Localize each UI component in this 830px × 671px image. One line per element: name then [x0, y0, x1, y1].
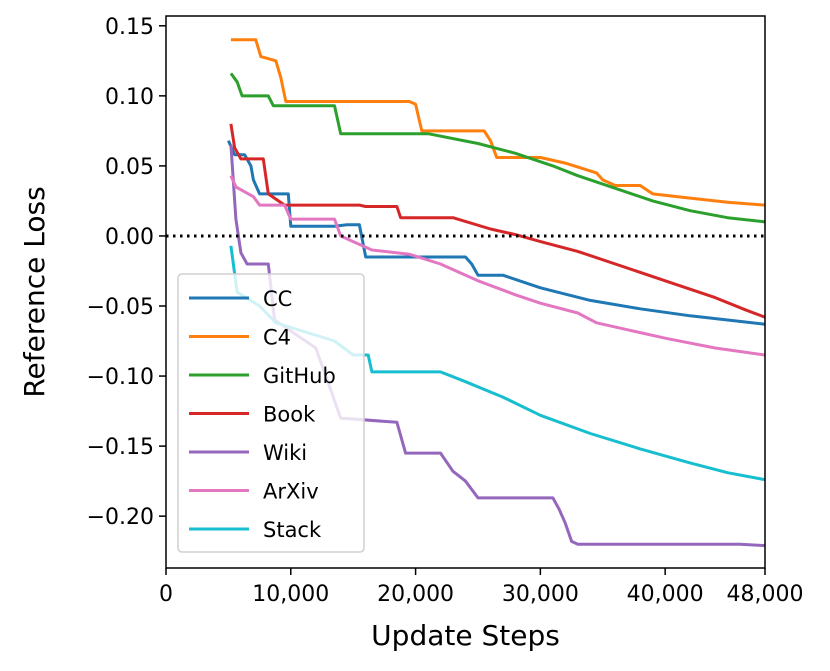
x-tick-label: 30,000 [502, 582, 579, 607]
series-line-cc [227, 140, 766, 326]
y-tick-label: −0.20 [87, 505, 154, 530]
y-tick-label: −0.05 [87, 295, 154, 320]
legend-label-github: GitHub [263, 364, 336, 388]
legend: CC C4 GitHub Book Wiki ArXiv Stack [177, 273, 365, 553]
series-line-c4 [230, 38, 766, 207]
y-tick-label: 0.05 [105, 155, 154, 180]
x-tick-label: 0 [159, 582, 173, 607]
plot-frame [165, 15, 766, 569]
x-tick-label: 20,000 [377, 582, 454, 607]
legend-label-c4: C4 [263, 326, 291, 350]
y-tick-label: −0.15 [87, 435, 154, 460]
series-line-arxiv [229, 175, 766, 357]
legend-label-stack: Stack [263, 518, 322, 542]
y-axis: 0.15 0.10 0.05 0.00 −0.05 −0.10 −0.15 −0.20 [87, 15, 166, 530]
x-tick-label: 10,000 [252, 582, 329, 607]
y-tick-label: 0.15 [105, 15, 154, 40]
x-tick-label: 48,000 [727, 582, 804, 607]
legend-box [177, 273, 365, 553]
legend-label-arxiv: ArXiv [263, 480, 319, 504]
series-line-book [229, 123, 766, 319]
legend-label-wiki: Wiki [263, 441, 307, 465]
y-tick-label: −0.10 [87, 365, 154, 390]
x-axis: 0 10,000 20,000 30,000 40,000 48,000 [159, 568, 803, 607]
legend-label-book: Book [263, 403, 316, 427]
y-tick-label: 0.00 [105, 225, 154, 250]
x-tick-label: 40,000 [627, 582, 704, 607]
y-tick-label: 0.10 [105, 85, 154, 110]
y-axis-label: Reference Loss [18, 186, 51, 397]
series-line-github [229, 72, 766, 224]
legend-label-cc: CC [263, 287, 292, 311]
x-axis-label: Update Steps [371, 619, 560, 652]
series-line-wiki [229, 144, 766, 548]
